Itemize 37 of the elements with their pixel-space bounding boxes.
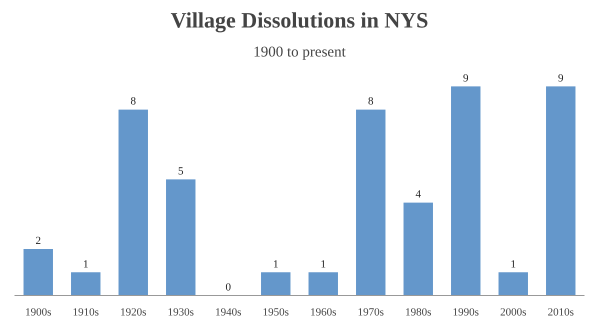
data-label: 8 <box>130 96 136 108</box>
x-tick-label: 1970s <box>358 306 384 318</box>
x-tick-label: 1900s <box>25 306 52 318</box>
data-label: 4 <box>416 188 422 201</box>
x-tick-label: 1920s <box>120 306 146 318</box>
data-label: 0 <box>226 282 232 294</box>
data-label: 9 <box>463 72 469 84</box>
data-label: 8 <box>368 96 374 108</box>
bar <box>24 249 53 296</box>
bar <box>261 272 290 296</box>
data-label: 1 <box>510 258 516 270</box>
bar <box>451 86 480 296</box>
x-tick-label: 2010s <box>548 306 574 318</box>
bar <box>546 86 576 296</box>
bar <box>71 272 100 296</box>
x-tick-label: 1910s <box>72 306 99 318</box>
bar <box>308 272 338 296</box>
chart-subtitle: 1900 to present <box>253 44 347 60</box>
x-tick-label: 1990s <box>452 306 479 318</box>
x-tick-label: 1930s <box>168 306 194 318</box>
bar <box>166 179 196 296</box>
data-label: 1 <box>320 258 326 270</box>
data-label: 9 <box>558 72 564 84</box>
data-label: 1 <box>83 258 88 270</box>
data-label: 5 <box>178 165 184 178</box>
x-tick-label: 2000s <box>500 306 526 318</box>
bar <box>498 272 528 296</box>
bar <box>356 110 386 296</box>
bar <box>404 202 433 296</box>
chart-title: Village Dissolutions in NYS <box>170 8 428 32</box>
data-label: 1 <box>273 258 278 270</box>
data-label: 2 <box>36 235 41 248</box>
x-tick-label: 1980s <box>405 306 432 318</box>
x-tick-label: 1960s <box>310 306 336 318</box>
x-tick-label: 1940s <box>215 306 242 318</box>
x-tick-label: 1950s <box>262 306 289 318</box>
bar <box>118 110 148 296</box>
